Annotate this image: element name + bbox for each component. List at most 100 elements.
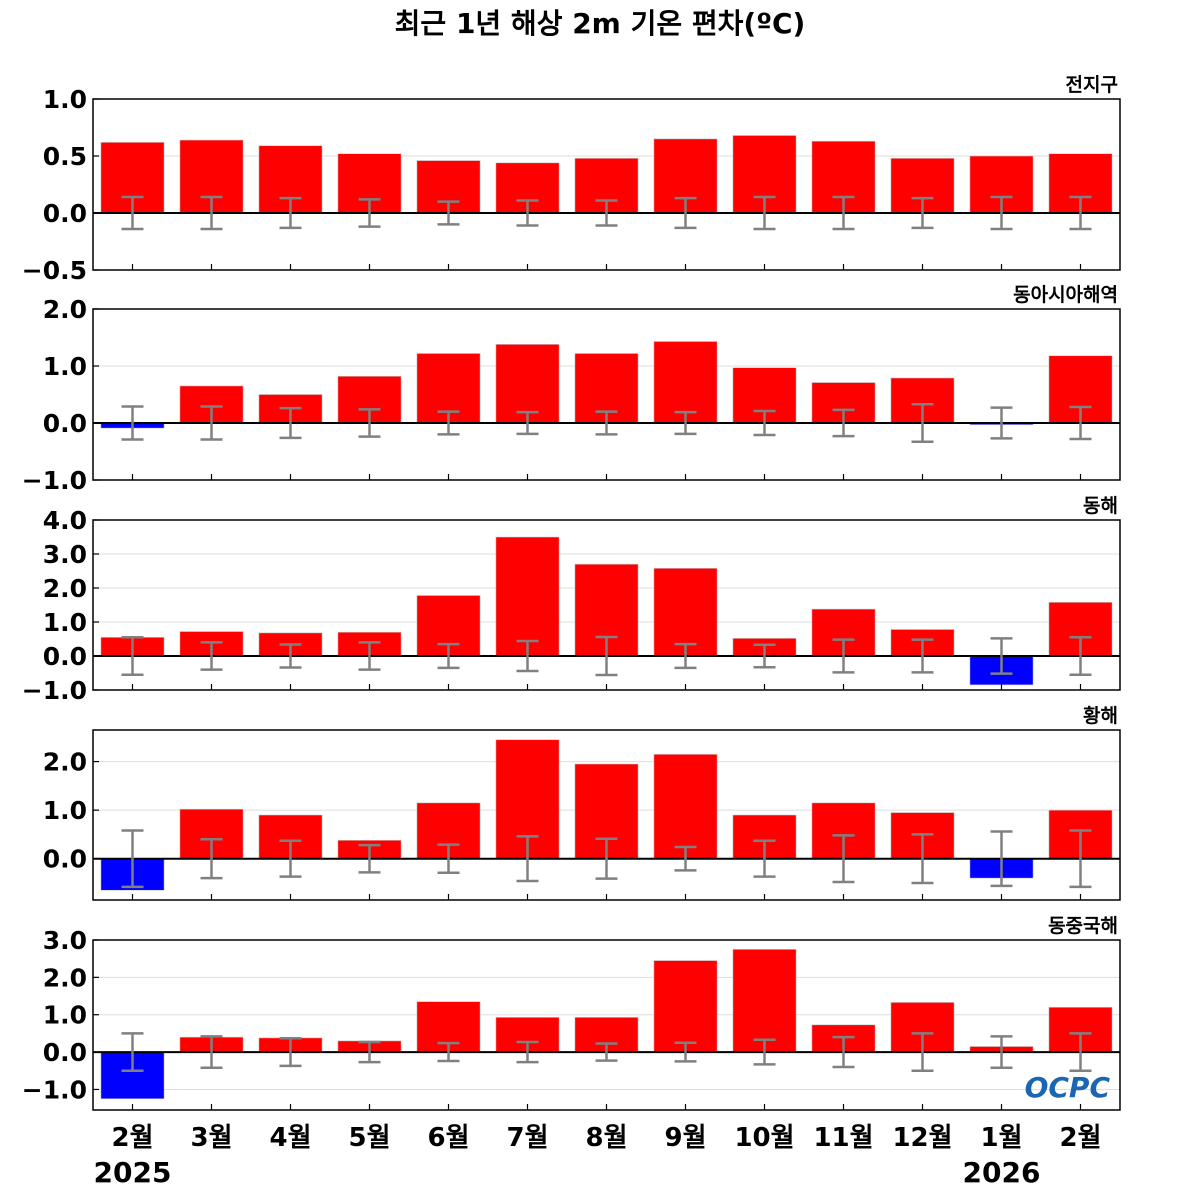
panel-label: 동중국해 <box>1048 915 1118 937</box>
error-bar <box>200 195 223 231</box>
error-bar <box>674 1041 697 1063</box>
x-tick-label: 7월 <box>506 1123 548 1153</box>
error-bar <box>832 408 855 438</box>
error-bar <box>911 402 934 444</box>
panel-1: −0.5 0.0 0.5 1.0 전지구 <box>22 74 1121 285</box>
error-bar <box>437 410 460 436</box>
ocpc-logo: OCPC <box>1025 1071 1111 1104</box>
error-bar <box>595 410 618 436</box>
error-bar <box>595 837 618 880</box>
error-bar <box>753 195 776 231</box>
panel-label: 동해 <box>1083 495 1118 517</box>
y-tick-label: 2.0 <box>43 574 87 603</box>
bar <box>495 739 560 860</box>
error-bar <box>595 635 618 677</box>
error-bar <box>1069 405 1092 441</box>
panel-3: −1.0 0.0 1.0 2.0 3.0 4.0 동해 <box>22 495 1121 705</box>
error-bar <box>437 843 460 875</box>
year-label: 2026 <box>963 1156 1041 1189</box>
error-bar <box>832 1035 855 1069</box>
error-bar <box>358 641 381 671</box>
error-bar <box>911 833 934 885</box>
y-tick-label: 2.0 <box>43 748 87 777</box>
error-bar <box>121 405 144 441</box>
error-bar <box>990 830 1013 888</box>
error-bar <box>674 642 697 670</box>
error-bar <box>753 643 776 669</box>
error-bar <box>674 196 697 230</box>
error-bar <box>200 405 223 441</box>
y-tick-label: −1.0 <box>22 676 87 705</box>
x-tick-label: 6월 <box>427 1123 469 1153</box>
y-tick-label: 4.0 <box>43 506 87 535</box>
y-tick-label: −0.5 <box>22 256 87 285</box>
error-bar <box>753 1038 776 1066</box>
panel-label: 동아시아해역 <box>1013 284 1118 306</box>
y-tick-label: 1.0 <box>43 608 87 637</box>
panel-label: 황해 <box>1083 704 1118 727</box>
error-bar <box>358 408 381 438</box>
error-bar <box>437 642 460 670</box>
error-bar <box>990 195 1013 231</box>
error-bar <box>911 638 934 674</box>
y-tick-label: 0.0 <box>43 642 87 671</box>
chart-title: 최근 1년 해상 2m 기온 편차(ºC) <box>395 7 806 40</box>
error-bar <box>674 845 697 872</box>
bar <box>732 949 797 1053</box>
x-tick-label: 9월 <box>664 1123 706 1153</box>
error-bar <box>200 838 223 880</box>
bar <box>732 814 797 860</box>
y-tick-label: 2.0 <box>43 295 87 324</box>
error-bar <box>279 1037 302 1068</box>
error-bar <box>279 839 302 878</box>
y-tick-label: 1.0 <box>43 796 87 825</box>
error-bar <box>121 1032 144 1073</box>
panel-2: −1.0 0.0 1.0 2.0 동아시아해역 <box>22 284 1121 495</box>
bar <box>495 536 560 657</box>
error-bar <box>358 843 381 874</box>
x-tick-label: 4월 <box>269 1123 311 1153</box>
error-bar <box>358 198 381 228</box>
panel-5: −1.0 0.0 1.0 2.0 3.0 동중국해 <box>22 915 1121 1111</box>
bar <box>653 960 718 1053</box>
error-bar <box>595 199 618 227</box>
error-bar <box>753 839 776 878</box>
y-tick-label: 1.0 <box>43 1001 87 1030</box>
error-bar <box>1069 829 1092 889</box>
y-tick-label: −1.0 <box>22 1075 87 1104</box>
panel-4: 0.0 1.0 2.0 황해 <box>43 704 1121 901</box>
error-bar <box>121 829 144 889</box>
error-bar <box>200 1035 223 1070</box>
x-tick-label: 10월 <box>734 1123 794 1153</box>
panel-label: 전지구 <box>1066 74 1118 96</box>
bar <box>890 1002 955 1053</box>
error-bar <box>516 199 539 227</box>
error-bar <box>753 409 776 437</box>
bar <box>653 567 718 657</box>
error-bar <box>1069 1032 1092 1073</box>
error-bar <box>516 410 539 436</box>
y-tick-label: 2.0 <box>43 963 87 992</box>
error-bar <box>595 1042 618 1062</box>
error-bar <box>832 834 855 884</box>
error-bar <box>516 835 539 883</box>
x-tick-label: 12월 <box>892 1123 952 1153</box>
error-bar <box>832 638 855 674</box>
y-tick-label: 1.0 <box>43 352 87 381</box>
year-label: 2025 <box>94 1156 172 1189</box>
error-bar <box>279 196 302 230</box>
error-bar <box>200 641 223 671</box>
x-tick-label: 2월 <box>1059 1123 1101 1153</box>
error-bar <box>516 1040 539 1064</box>
y-tick-label: 1.0 <box>43 85 87 114</box>
panels: −0.50.00.51.0 전지구−1.00.01.02.0 동아시아해역−1.00… <box>22 74 1121 1111</box>
y-tick-label: 0.0 <box>43 845 87 874</box>
error-bar <box>990 406 1013 440</box>
x-tick-label: 5월 <box>348 1123 390 1153</box>
x-tick-label: 11월 <box>813 1123 873 1153</box>
error-bar <box>437 200 460 226</box>
y-tick-label: 0.0 <box>43 199 87 228</box>
error-bar <box>911 196 934 230</box>
error-bar <box>516 639 539 673</box>
